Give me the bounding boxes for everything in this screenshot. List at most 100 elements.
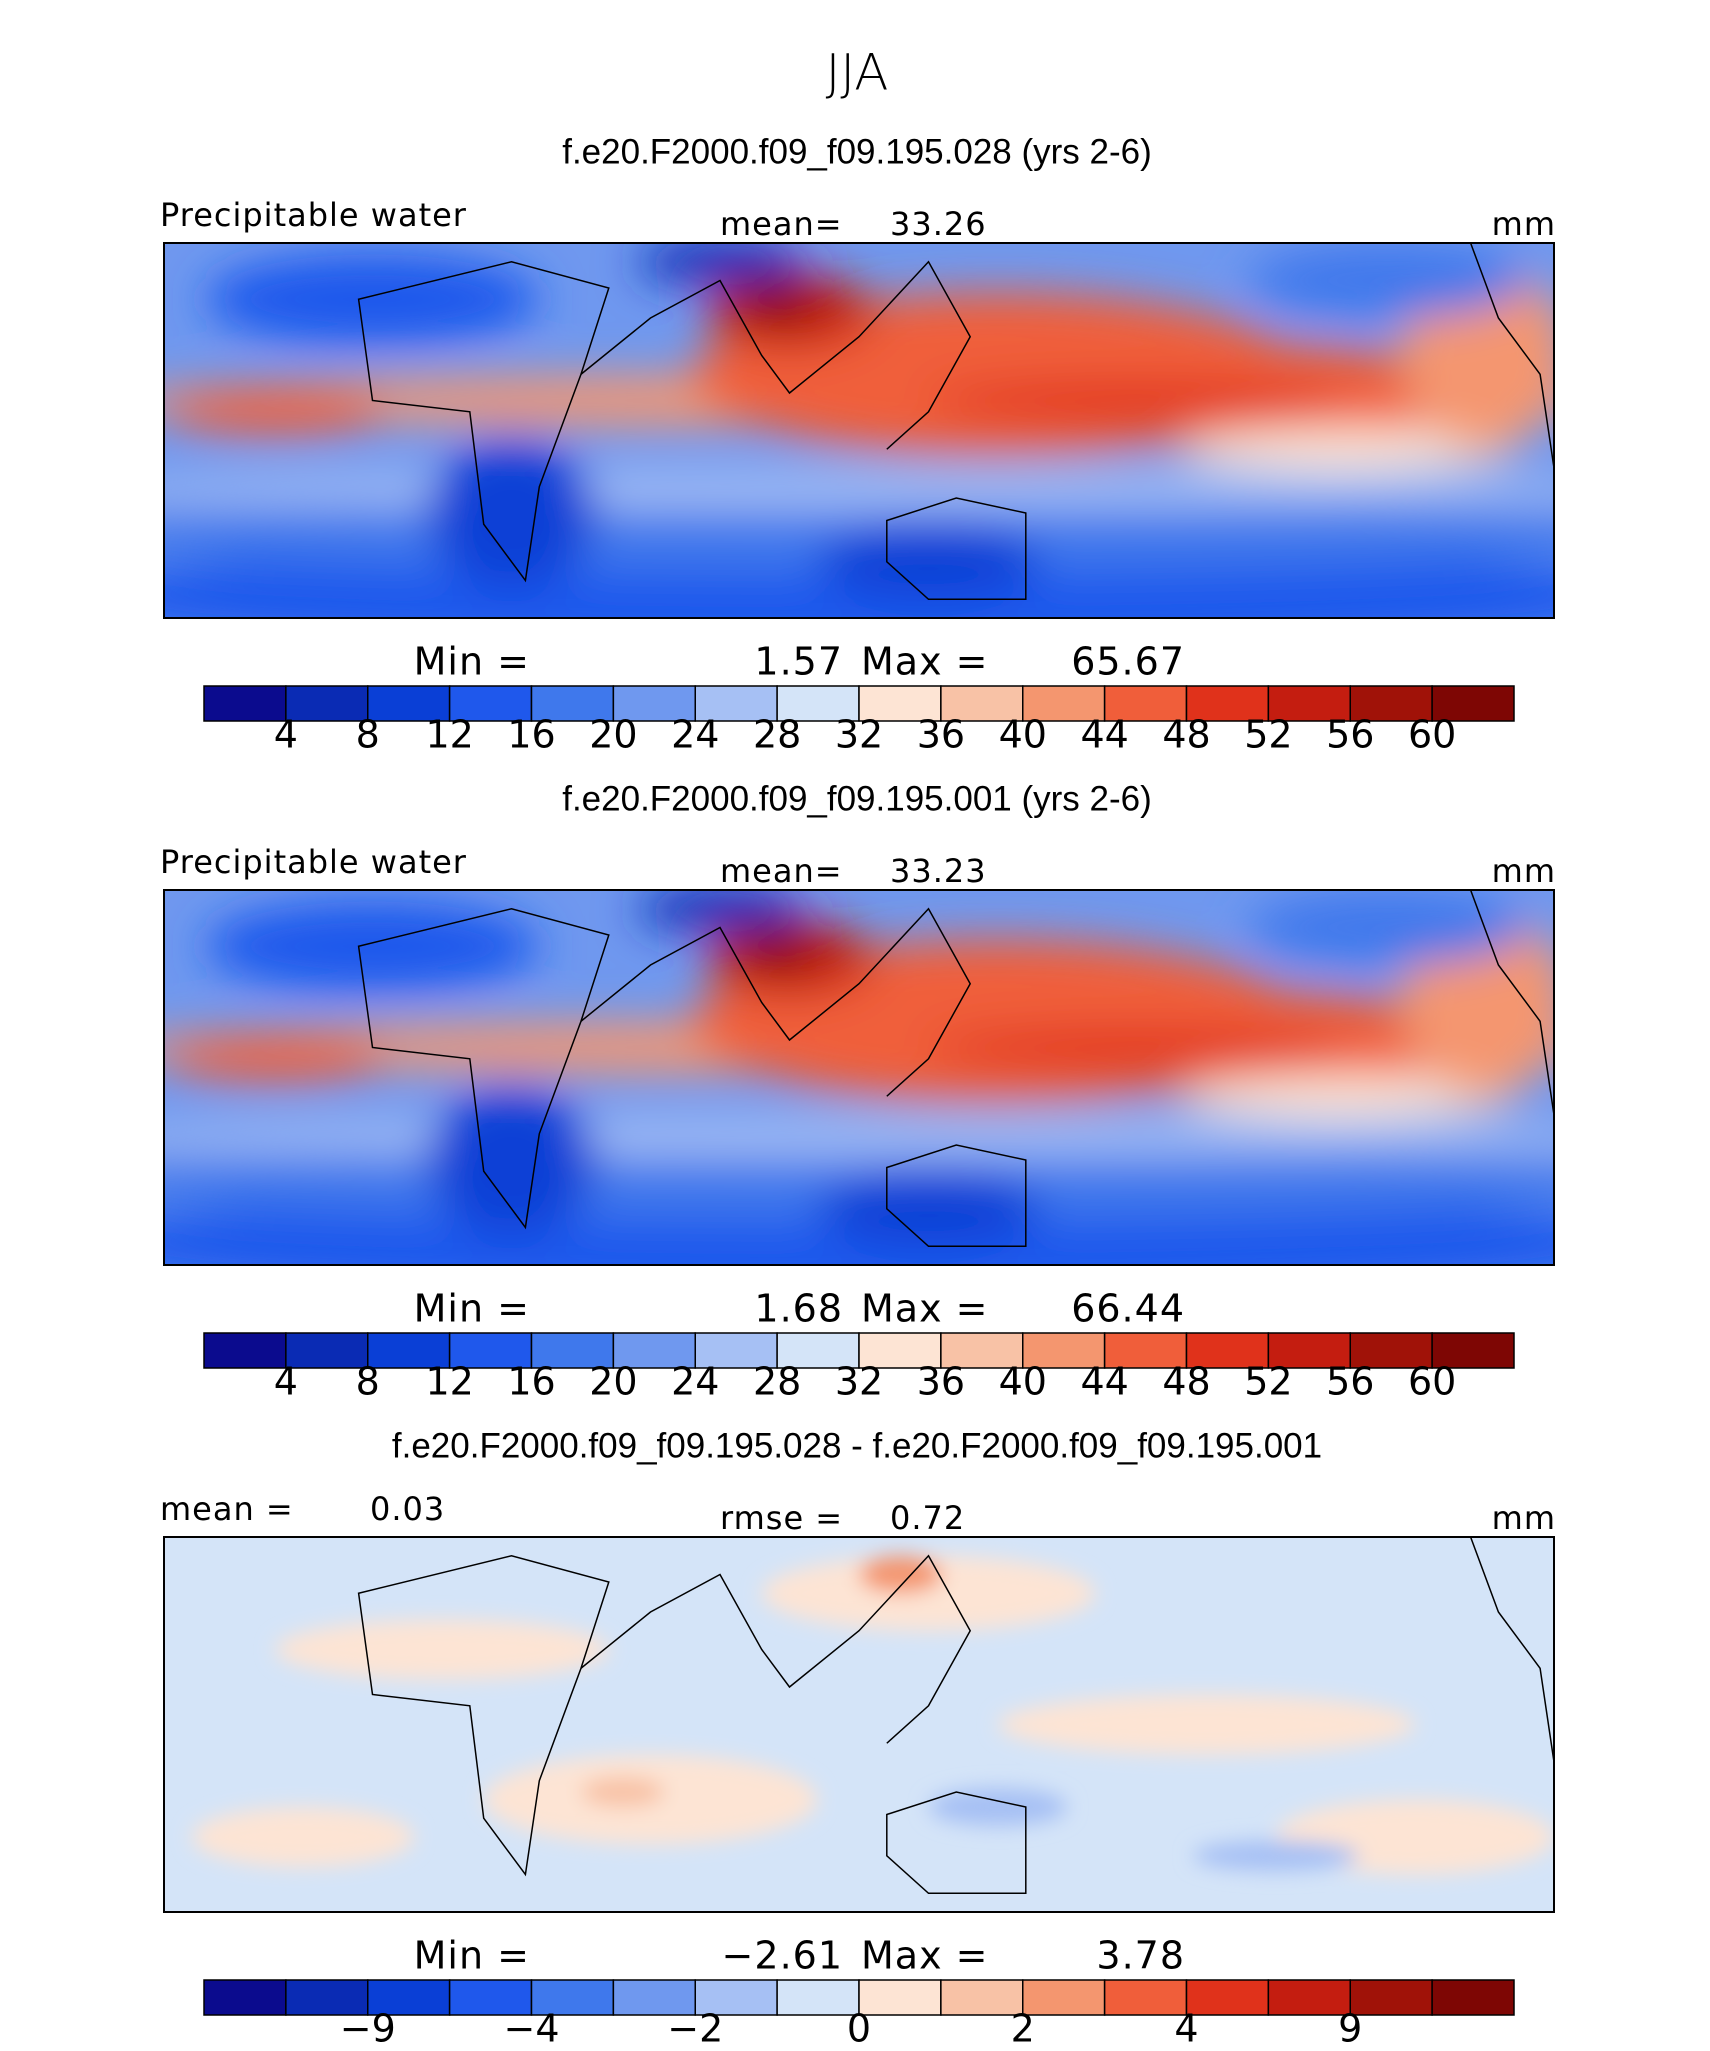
colorbar-label: 36: [917, 713, 965, 757]
colorbar-label: 12: [425, 1360, 473, 1404]
field-blob: [428, 438, 595, 588]
field-blob: [1248, 243, 1527, 318]
max-label: Max =: [861, 1287, 988, 1331]
coastline: [357, 1554, 610, 1877]
field-blob: [817, 1171, 1040, 1247]
coastline: [580, 907, 972, 1097]
colorbar-label: 60: [1408, 713, 1456, 757]
field-blob: [636, 243, 804, 285]
colorbar-label: 40: [999, 713, 1047, 757]
field-blob: [1248, 890, 1527, 965]
colorbar-swatch: [530, 1979, 615, 2016]
field-blob: [998, 1694, 1415, 1755]
field-blob: [191, 1807, 415, 1867]
colorbar-label: 24: [671, 1360, 719, 1404]
colorbar-swatch: [1022, 1979, 1106, 2016]
max-value: 65.67: [1071, 640, 1185, 684]
colorbar-swatch: [1185, 1332, 1270, 1369]
colorbar-label: 0: [847, 2007, 871, 2051]
colorbar-swatch: [448, 1979, 533, 2016]
colorbar-swatch: [203, 1979, 287, 2016]
panel-subtitle: f.e20.F2000.f09_f09.195.028 (yrs 2-6): [562, 132, 1152, 171]
field-blob: [733, 284, 818, 322]
colorbar-label: 4: [274, 713, 298, 757]
panel-subtitle: f.e20.F2000.f09_f09.195.001 (yrs 2-6): [562, 779, 1152, 818]
center-label: mean=: [720, 205, 843, 243]
colorbar-label: 52: [1244, 713, 1292, 757]
colorbar-label: 8: [356, 713, 380, 757]
colorbar-swatch: [285, 1979, 369, 2016]
colorbar-label: 16: [507, 1360, 555, 1404]
field-blob: [761, 1555, 1096, 1631]
colorbar-swatch: [1185, 1979, 1270, 2016]
field-blob: [164, 1036, 387, 1082]
colorbar-swatch: [776, 685, 860, 722]
colorbar-swatch: [1103, 685, 1188, 722]
units: mm: [1492, 205, 1556, 243]
panel-subtitle: f.e20.F2000.f09_f09.195.028 - f.e20.F200…: [392, 1426, 1322, 1465]
colorbar-label: 32: [835, 713, 883, 757]
colorbar-label: 4: [1174, 2007, 1198, 2051]
colorbar-swatch: [1431, 1332, 1515, 1369]
coastline: [357, 260, 610, 583]
left-label: mean =: [160, 1490, 294, 1528]
field-blob: [928, 1028, 1346, 1067]
colorbar-swatch: [858, 1979, 942, 2016]
colorbar-swatch: [367, 1979, 451, 2016]
colorbar-swatch: [940, 1979, 1024, 2016]
field-blob: [1178, 1073, 1513, 1119]
colorbar-label: 36: [917, 1360, 965, 1404]
figure-title: JJA: [826, 44, 889, 102]
center-value: 33.26: [890, 205, 987, 243]
colorbar-swatch: [530, 1332, 615, 1369]
field-blob: [164, 389, 387, 435]
colorbar-label: 16: [507, 713, 555, 757]
colorbar-swatch: [1103, 1979, 1188, 2016]
center-value: 0.72: [890, 1499, 965, 1537]
field-blob: [205, 254, 540, 345]
max-label: Max =: [861, 1934, 988, 1978]
colorbar-label: 28: [753, 1360, 801, 1404]
field-blob: [1192, 1840, 1360, 1871]
colorbar-label: 44: [1080, 1360, 1128, 1404]
field-blob: [164, 1118, 1554, 1157]
field-blob: [859, 1555, 943, 1594]
field-blob: [733, 931, 818, 969]
colorbar-label: 40: [999, 1360, 1047, 1404]
coastline: [1469, 890, 1554, 1116]
center-value: 33.23: [890, 852, 987, 890]
coastline: [357, 907, 610, 1230]
colorbar-label: 28: [753, 713, 801, 757]
field-blob: [275, 1619, 609, 1680]
min-value: 1.68: [754, 1287, 843, 1331]
map-frame: [163, 889, 1555, 1266]
colorbar-swatch: [776, 1979, 860, 2016]
colorbar-label: 20: [589, 1360, 637, 1404]
colorbar-swatch: [694, 685, 778, 722]
min-label: Min =: [414, 1934, 530, 1978]
colorbar-swatch: [285, 685, 369, 722]
colorbar-label: 52: [1244, 1360, 1292, 1404]
center-label: rmse =: [720, 1499, 843, 1537]
map-field: [164, 1537, 1554, 1912]
colorbar-label: −4: [503, 2007, 559, 2051]
colorbar-label: 24: [671, 713, 719, 757]
colorbar-swatch: [1267, 685, 1351, 722]
colorbar-label: 56: [1326, 713, 1374, 757]
center-label: mean=: [720, 852, 843, 890]
units: mm: [1492, 1499, 1556, 1537]
map-frame: [163, 242, 1555, 619]
field-blob: [164, 471, 1554, 510]
colorbar-swatch: [612, 685, 696, 722]
colorbar-swatch: [448, 1332, 533, 1369]
colorbar-swatch: [367, 685, 451, 722]
map-field: [164, 243, 1554, 618]
colorbar-label: 2: [1011, 2007, 1035, 2051]
colorbar-label: 48: [1162, 713, 1210, 757]
coastline: [886, 497, 1027, 600]
max-label: Max =: [861, 640, 988, 684]
field-blob: [817, 524, 1040, 600]
min-label: Min =: [414, 1287, 530, 1331]
field-blob: [928, 381, 1346, 420]
